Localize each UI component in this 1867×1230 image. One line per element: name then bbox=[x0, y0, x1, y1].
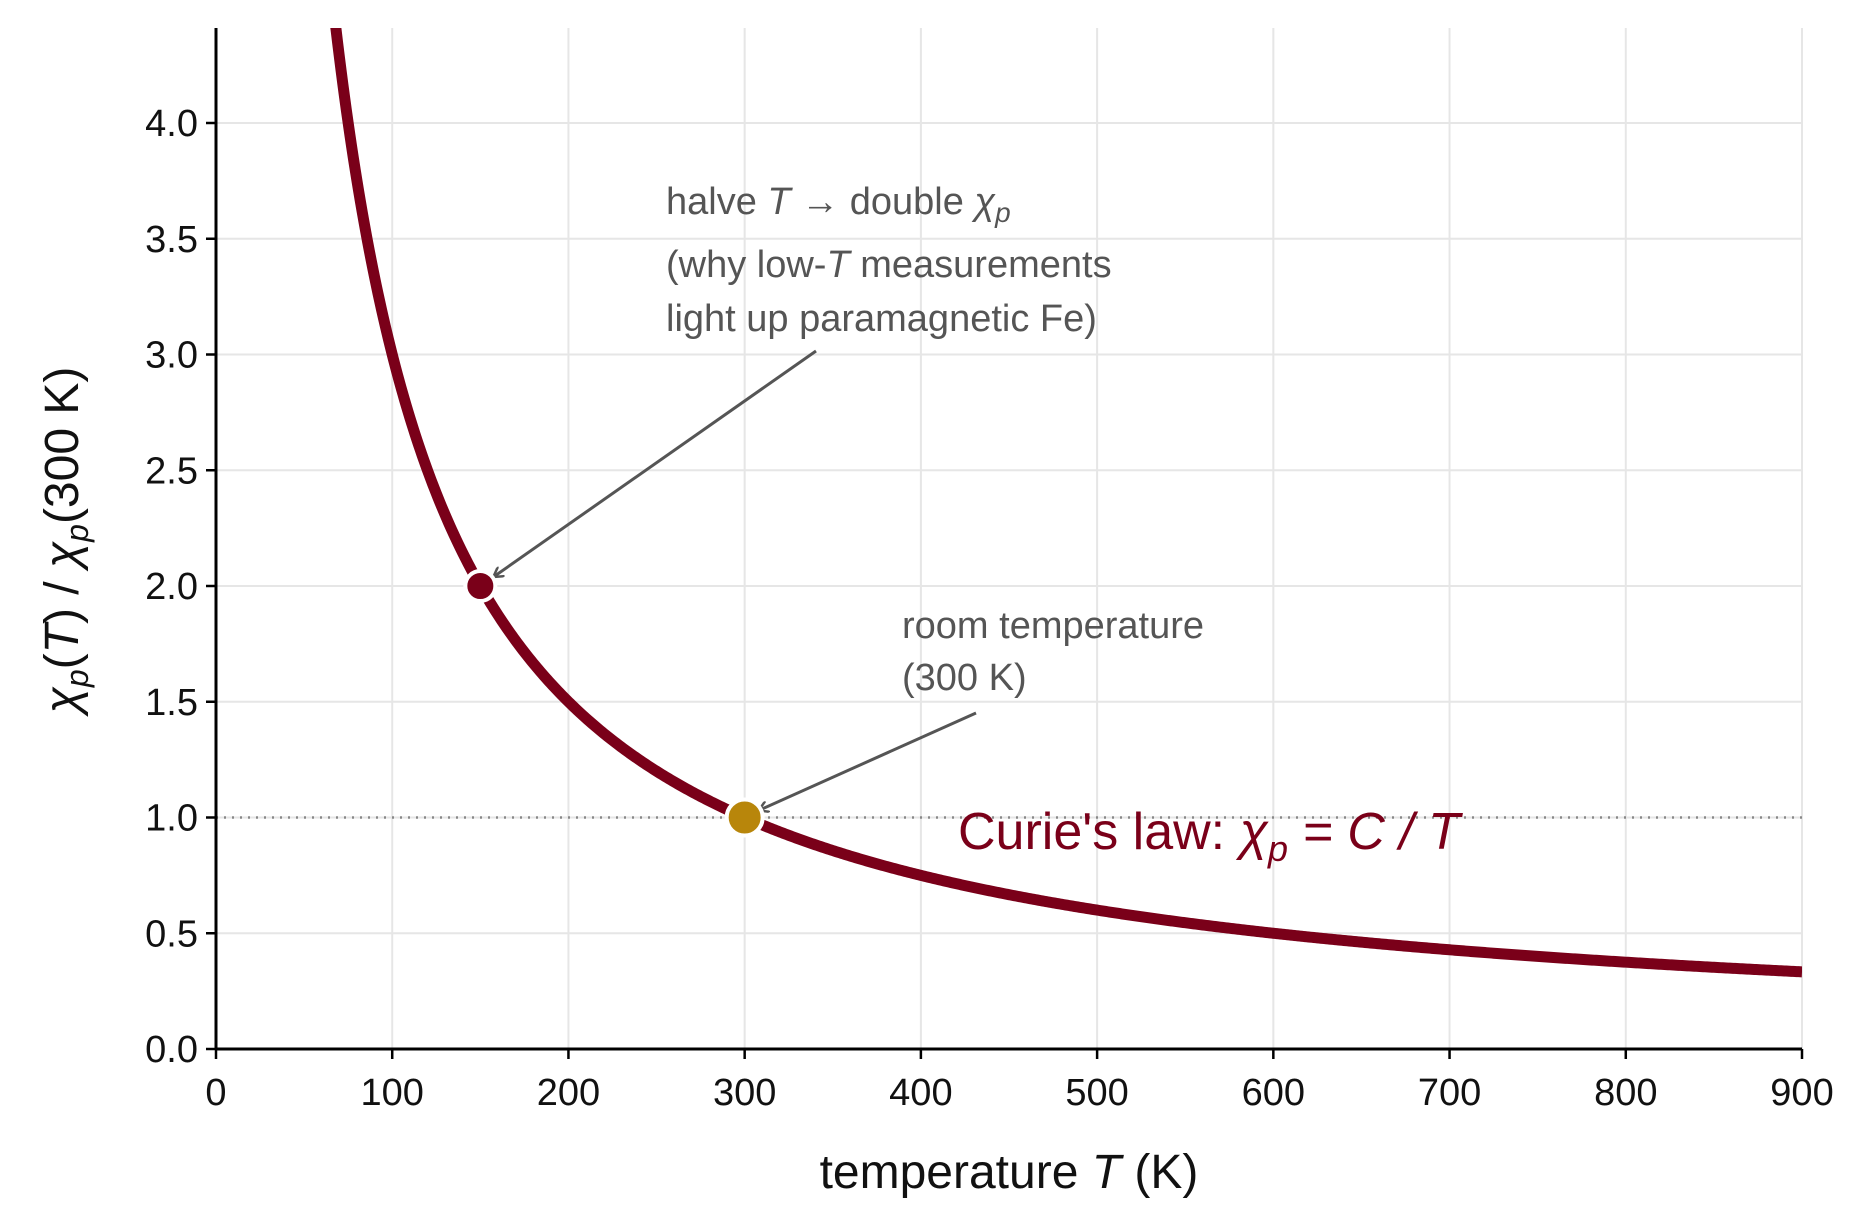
annotation-halve-t: halve T → double χp (why low-T measureme… bbox=[666, 181, 1112, 340]
y-ticks: 0.0 0.5 1.0 1.5 2.0 2.5 3.0 3.5 4.0 bbox=[145, 103, 216, 1071]
curie-law-label: Curie's law: χp = C / T bbox=[958, 803, 1463, 869]
y-tick-label: 0.0 bbox=[145, 1029, 198, 1071]
y-tick-label: 3.5 bbox=[145, 219, 198, 261]
svg-text:light up paramagnetic Fe): light up paramagnetic Fe) bbox=[666, 298, 1097, 340]
y-tick-label: 2.0 bbox=[145, 566, 198, 608]
x-tick-label: 300 bbox=[713, 1072, 776, 1114]
y-tick-label: 1.0 bbox=[145, 798, 198, 840]
x-axis-title-variable: T bbox=[1092, 1146, 1125, 1199]
x-tick-label: 100 bbox=[361, 1072, 424, 1114]
highlight-points bbox=[463, 569, 765, 838]
y-tick-label: 4.0 bbox=[145, 103, 198, 145]
x-tick-label: 700 bbox=[1418, 1072, 1481, 1114]
x-tick-label: 600 bbox=[1242, 1072, 1305, 1114]
x-ticks: 0 100 200 300 400 500 600 700 800 900 bbox=[205, 1049, 1834, 1114]
axes bbox=[214, 28, 1802, 1051]
svg-text:halve T → double χp: halve T → double χp bbox=[666, 181, 1011, 228]
x-tick-label: 200 bbox=[537, 1072, 600, 1114]
y-tick-label: 1.5 bbox=[145, 682, 198, 724]
annotation-room-temperature: room temperature (300 K) bbox=[902, 605, 1204, 699]
curve-layer bbox=[330, 28, 1802, 978]
x-tick-label: 0 bbox=[205, 1072, 226, 1114]
y-tick-label: 0.5 bbox=[145, 913, 198, 955]
arrow-to-150k bbox=[493, 349, 817, 577]
x-tick-label: 800 bbox=[1594, 1072, 1657, 1114]
x-tick-label: 900 bbox=[1770, 1072, 1833, 1114]
y-tick-label: 3.0 bbox=[145, 335, 198, 377]
curie-curve bbox=[330, 28, 1802, 978]
svg-text:room temperature: room temperature bbox=[902, 605, 1204, 647]
arrow-to-300k bbox=[759, 711, 977, 811]
y-tick-label: 2.5 bbox=[145, 450, 198, 492]
point-150k bbox=[463, 569, 498, 603]
x-tick-label: 400 bbox=[889, 1072, 952, 1114]
x-axis-title-prefix: temperature bbox=[820, 1146, 1092, 1199]
x-axis-title: temperature T (K) bbox=[820, 1146, 1199, 1199]
point-300k bbox=[724, 797, 765, 838]
annotation-arrows bbox=[493, 349, 977, 811]
x-axis-title-suffix: (K) bbox=[1121, 1146, 1198, 1199]
svg-text:(300 K): (300 K) bbox=[902, 657, 1027, 699]
x-tick-label: 500 bbox=[1065, 1072, 1128, 1114]
y-axis-title: χp(T) / χp(300 K) bbox=[36, 367, 95, 718]
svg-text:(why low-T measurements: (why low-T measurements bbox=[666, 244, 1112, 286]
